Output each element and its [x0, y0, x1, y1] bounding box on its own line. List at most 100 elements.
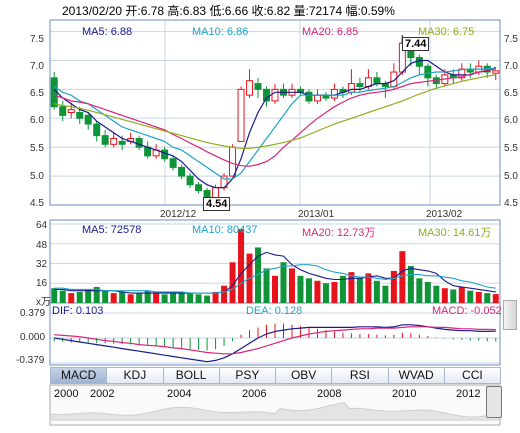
price-ytick: 7.5 — [30, 34, 44, 45]
vol-ma30-label: MA30: 14.61万 — [418, 227, 492, 239]
tab-boll[interactable]: BOLL — [162, 367, 220, 384]
price-ma30-label: MA30: 6.75 — [418, 26, 475, 38]
candle-body — [415, 57, 423, 67]
volume-bar — [153, 291, 160, 303]
volume-bar — [314, 280, 321, 303]
candle-body — [313, 94, 321, 102]
high-annotation: 7.44 — [402, 37, 430, 51]
timeline-year: 2010 — [392, 388, 417, 400]
volume-bar — [178, 291, 185, 303]
volume-ma10-line — [54, 264, 496, 294]
price-ytick: 6.5 — [30, 88, 44, 99]
volume-bar — [102, 290, 109, 303]
volume-bar — [365, 273, 372, 303]
timeline-year: 2000 — [54, 388, 79, 400]
volume-bar — [433, 285, 440, 303]
tab-macd[interactable]: MACD — [50, 367, 108, 384]
price-ytick-right: 4.5 — [504, 198, 518, 209]
date-xtick: 2013/02 — [426, 209, 463, 220]
price-ytick-right: 6.5 — [504, 88, 518, 99]
volume-bar — [59, 290, 66, 303]
volume-bar — [144, 290, 151, 303]
price-ma5-label: MA5: 6.88 — [82, 26, 133, 38]
volume-bar — [373, 280, 380, 303]
price-ma10-label: MA10: 6.86 — [192, 26, 249, 38]
tab-wvad[interactable]: WVAD — [387, 367, 445, 384]
dea-label: DEA: 0.128 — [246, 305, 303, 317]
tab-kdj[interactable]: KDJ — [106, 367, 164, 384]
price-ma10-line — [53, 68, 496, 180]
dif-label: DIF: 0.103 — [52, 305, 104, 317]
date-xtick: 2013/01 — [298, 209, 335, 220]
low-annotation: 4.54 — [203, 197, 231, 211]
volume-bar — [93, 286, 100, 303]
timeline-year: 2004 — [167, 388, 192, 400]
volume-bar — [161, 294, 168, 303]
candle-body — [178, 166, 186, 177]
volume-bar — [280, 262, 287, 303]
volume-bar — [475, 291, 482, 303]
volume-bar — [390, 270, 397, 303]
candle-body — [246, 80, 254, 96]
candle-body — [59, 106, 67, 116]
timeline-year: 2006 — [242, 388, 267, 400]
macd-label: MACD: -0.052 — [432, 305, 502, 317]
macd-ytick: -0.379 — [16, 355, 45, 366]
candle-body — [84, 114, 92, 125]
volume-bar — [272, 275, 278, 303]
vol-ytick: 48 — [36, 240, 48, 251]
candle-body — [229, 146, 237, 177]
vol-ytick: 16 — [36, 278, 48, 289]
macd-dea-line — [54, 326, 496, 355]
tab-obv[interactable]: OBV — [275, 367, 333, 384]
price-panel-frame — [49, 19, 501, 206]
price-ma20-line — [54, 68, 496, 167]
volume-bar — [467, 290, 474, 303]
tab-rsi[interactable]: RSI — [331, 367, 389, 384]
volume-bar — [492, 294, 499, 303]
candle-body — [373, 77, 381, 85]
candle-body — [347, 83, 355, 93]
macd-ytick: 0.379 — [20, 308, 46, 319]
volume-bar — [288, 268, 295, 303]
volume-bar — [382, 285, 389, 303]
volume-bar — [263, 268, 270, 303]
volume-bar — [331, 282, 338, 303]
volume-bar — [187, 293, 194, 303]
tab-psy[interactable]: PSY — [218, 367, 276, 384]
candle-body — [492, 70, 500, 74]
timeline-year: 2012 — [456, 388, 481, 400]
volume-bar — [297, 275, 304, 303]
candle-body — [330, 88, 338, 99]
macd-dif-line — [54, 324, 496, 363]
volume-bar — [238, 228, 245, 303]
volume-bar — [424, 282, 431, 303]
price-ma20-label: MA20: 6.85 — [302, 26, 359, 38]
volume-bar — [458, 286, 465, 303]
price-ytick-right: 5.0 — [504, 171, 518, 182]
panel-scrollbar[interactable] — [503, 300, 517, 330]
volume-bar — [416, 278, 423, 303]
tab-cci[interactable]: CCI — [443, 367, 501, 384]
vol-ytick: 32 — [36, 259, 48, 270]
indicator-tabs: MACD KDJ BOLL PSY OBV RSI WVAD CCI — [50, 367, 501, 384]
timeline-range-handle[interactable] — [486, 386, 502, 418]
volume-bar — [229, 262, 236, 303]
vol-ytick: 64 — [36, 220, 48, 231]
price-ytick: 5.5 — [30, 143, 44, 154]
candle-body — [169, 158, 177, 168]
vol-ma10-label: MA10: 80437 — [192, 224, 258, 236]
volume-bar — [255, 247, 262, 303]
volume-bar — [136, 293, 143, 303]
vol-unit: x万 — [36, 297, 51, 308]
vol-ma20-label: MA20: 12.73万 — [302, 227, 376, 239]
quote-header: 2013/02/20 开:6.78 高:6.83 低:6.66 收:6.82 量… — [62, 4, 395, 18]
volume-bar — [204, 295, 211, 303]
volume-bar — [51, 288, 58, 303]
price-ytick-right: 7.5 — [504, 34, 518, 45]
timeline-area — [51, 402, 499, 421]
volume-bar — [119, 291, 126, 303]
candle-body — [67, 109, 75, 113]
candle-body — [195, 184, 203, 192]
